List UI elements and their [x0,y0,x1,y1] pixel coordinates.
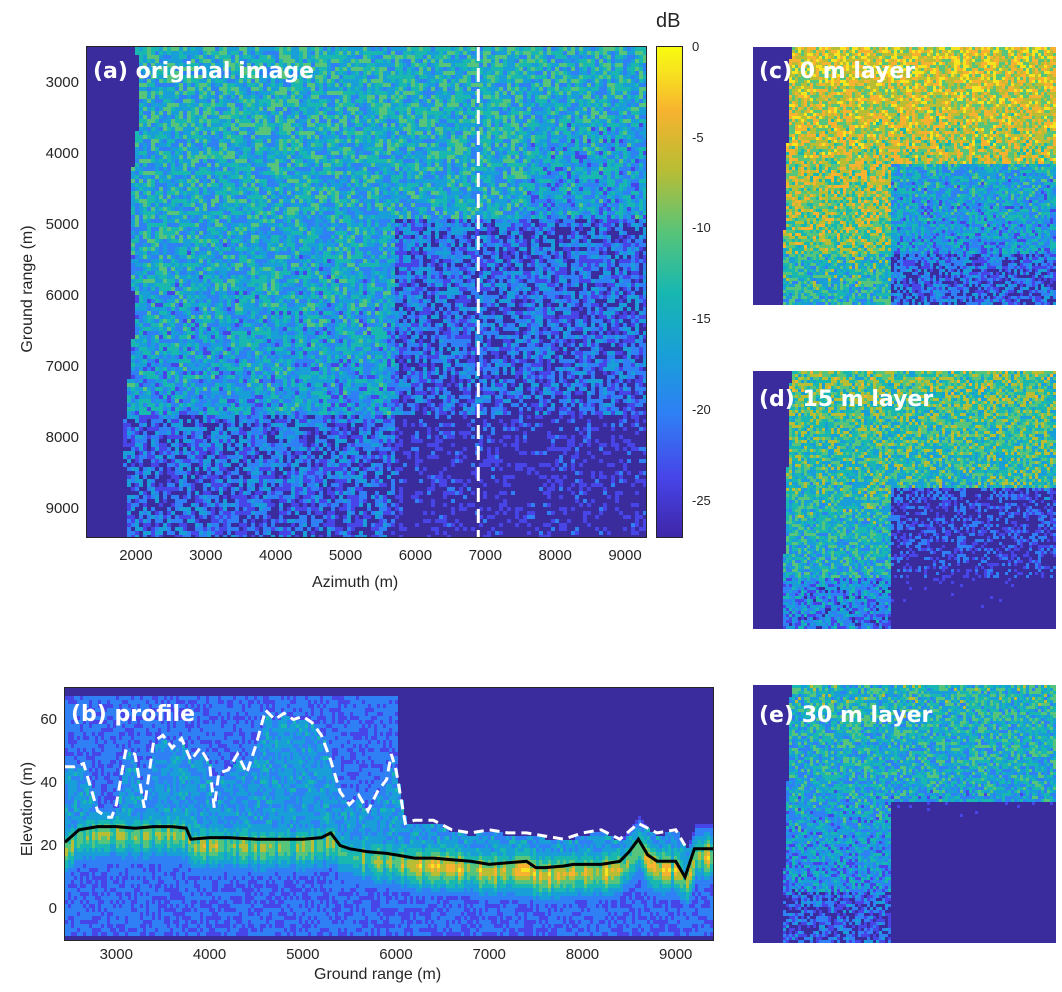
panel-a-ytick: 8000 [19,429,79,446]
panel-b-profile [65,688,713,940]
panel-a-image: (a) original image [87,47,646,537]
panel-b-xtick: 3000 [86,946,146,963]
panel-b-ytick: 40 [0,774,57,791]
panel-c-image: (c) 0 m layer [753,47,1056,305]
panel-b-ytick: 20 [0,837,57,854]
panel-a-xtick: 9000 [595,547,655,564]
panel-b-xtick: 5000 [273,946,333,963]
colorbar-tick: -10 [692,220,711,235]
panel-c-heatmap [753,47,1056,305]
panel-d-heatmap [753,371,1056,629]
panel-e-heatmap [753,685,1056,943]
panel-a-xtick: 8000 [525,547,585,564]
panel-a-label: (a) original image [93,59,314,84]
panel-a-xtick: 2000 [106,547,166,564]
panel-a-ytick: 6000 [19,287,79,304]
panel-c-label: (c) 0 m layer [759,59,915,84]
panel-a-ytick: 5000 [19,216,79,233]
ground-line [65,825,713,881]
panel-a-xtick: 5000 [316,547,376,564]
panel-e-image: (e) 30 m layer [753,685,1056,943]
panel-b-label: (b) profile [71,702,195,727]
colorbar [657,47,682,537]
colorbar-tick: -15 [692,311,711,326]
canopy-top-line [65,707,687,847]
colorbar-tick: 0 [692,39,699,54]
panel-b-xtick: 9000 [646,946,706,963]
panel-a-xtick: 4000 [246,547,306,564]
panel-a-ytick: 3000 [19,74,79,91]
panel-a-heatmap [87,47,646,537]
panel-a-xtick: 3000 [176,547,236,564]
colorbar-tick: -20 [692,402,711,417]
panel-d-label: (d) 15 m layer [759,387,933,412]
panel-a-xtick: 7000 [455,547,515,564]
panel-b-image: (b) profile [65,688,713,940]
panel-b-xtick: 4000 [180,946,240,963]
panel-a-ylabel: Ground range (m) [19,219,37,359]
panel-b-xlabel: Ground range (m) [314,966,441,984]
panel-b-ytick: 0 [0,900,57,917]
panel-a-ytick: 4000 [19,145,79,162]
panel-a-ytick: 7000 [19,358,79,375]
colorbar-tick: -25 [692,493,711,508]
panel-d-image: (d) 15 m layer [753,371,1056,629]
panel-b-xtick: 8000 [552,946,612,963]
panel-b-xtick: 7000 [459,946,519,963]
panel-a-ytick: 9000 [19,500,79,517]
panel-b-ytick: 60 [0,711,57,728]
panel-a-xlabel: Azimuth (m) [312,574,398,592]
panel-b-xtick: 6000 [366,946,426,963]
panel-e-label: (e) 30 m layer [759,703,932,728]
panel-b-ylabel: Elevation (m) [19,749,37,869]
panel-a-xtick: 6000 [385,547,445,564]
colorbar-title: dB [656,10,680,33]
colorbar-tick: -5 [692,130,704,145]
